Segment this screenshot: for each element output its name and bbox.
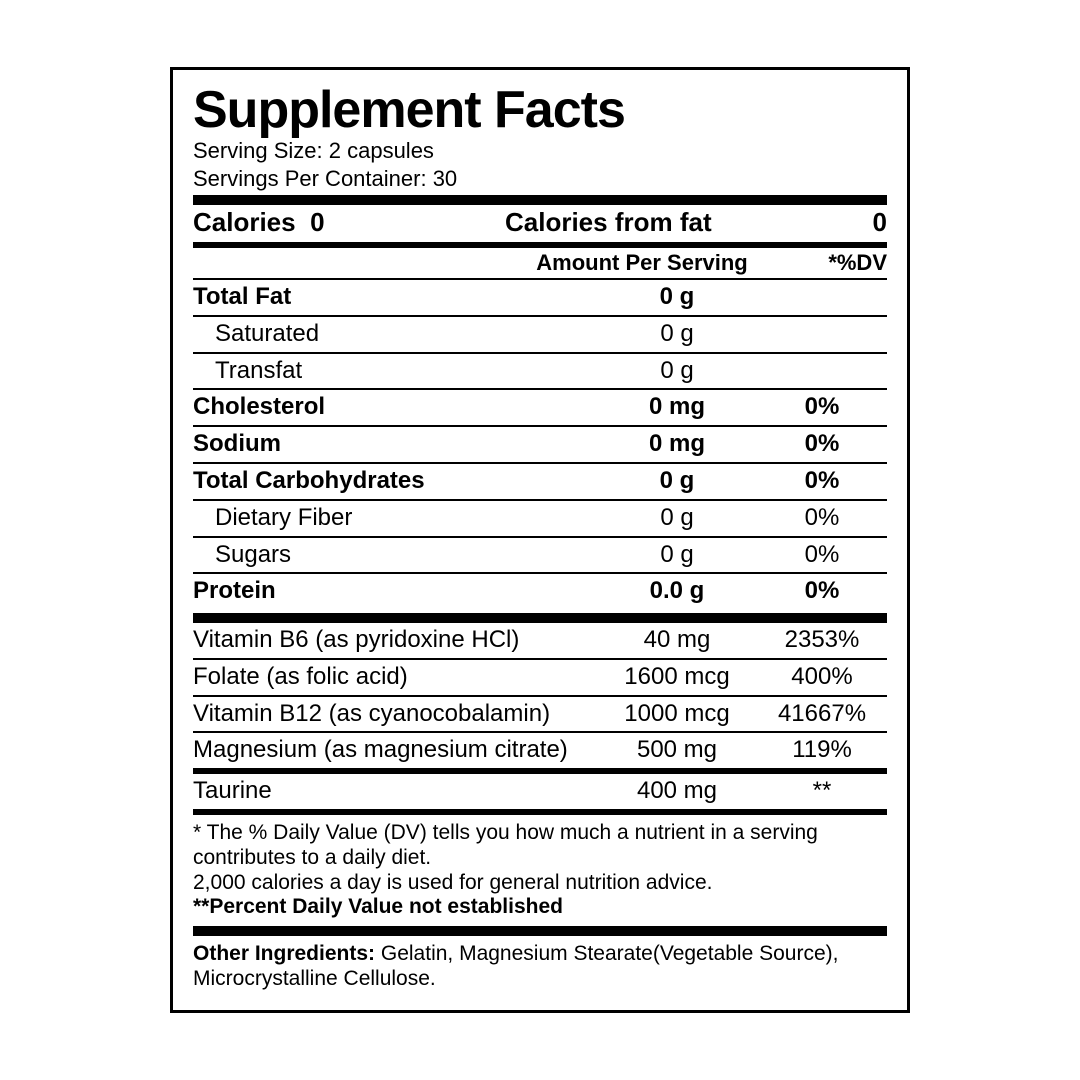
nutrient-row: Taurine400 mg** — [193, 774, 887, 809]
nutrient-amount: 1000 mcg — [597, 700, 757, 729]
calories-label: Calories — [193, 207, 296, 237]
nutrient-dv: 0% — [757, 504, 887, 533]
nutrient-name: Dietary Fiber — [193, 504, 597, 533]
nutrient-amount: 0 g — [597, 283, 757, 312]
nutrient-dv: 2353% — [757, 626, 887, 655]
nutrient-dv — [757, 283, 887, 312]
nutrient-amount: 0.0 g — [597, 577, 757, 606]
nutrient-dv: 0% — [757, 467, 887, 496]
nutrient-row: Total Fat0 g — [193, 278, 887, 315]
nutrient-dv: 41667% — [757, 700, 887, 729]
nutrient-row: Folate (as folic acid)1600 mcg400% — [193, 658, 887, 695]
nutrient-amount: 0 g — [597, 541, 757, 570]
nutrient-amount: 0 g — [597, 320, 757, 349]
nutrient-name: Cholesterol — [193, 393, 597, 422]
nutrient-row: Sodium0 mg0% — [193, 425, 887, 462]
header-amount: Amount Per Serving — [517, 250, 767, 276]
nutrient-amount: 0 g — [597, 504, 757, 533]
nutrient-name: Sodium — [193, 430, 597, 459]
nutrient-name: Total Fat — [193, 283, 597, 312]
rule — [193, 613, 887, 623]
nutrient-dv — [757, 320, 887, 349]
nutrient-row: Vitamin B6 (as pyridoxine HCl)40 mg2353% — [193, 623, 887, 658]
calories-row: Calories 0 Calories from fat 0 — [193, 205, 887, 242]
nutrient-dv: 0% — [757, 393, 887, 422]
nutrient-row: Saturated0 g — [193, 315, 887, 352]
serving-size-value: 2 capsules — [329, 138, 434, 163]
nutrient-amount: 0 g — [597, 357, 757, 386]
header-dv: *%DV — [767, 250, 887, 276]
serving-size-label: Serving Size: — [193, 138, 323, 163]
nutrient-name: Saturated — [193, 320, 597, 349]
calories-from-fat-label: Calories from fat — [505, 207, 817, 238]
supplement-facts-panel: Supplement Facts Serving Size: 2 capsule… — [170, 67, 910, 1012]
nutrient-dv: 0% — [757, 430, 887, 459]
nutrient-row: Sugars0 g0% — [193, 536, 887, 573]
nutrient-rows-vitamins: Vitamin B6 (as pyridoxine HCl)40 mg2353%… — [193, 623, 887, 768]
servings-per-label: Servings Per Container: — [193, 166, 427, 191]
nutrient-name: Sugars — [193, 541, 597, 570]
nutrient-amount: 1600 mcg — [597, 663, 757, 692]
nutrient-row: Magnesium (as magnesium citrate)500 mg11… — [193, 731, 887, 768]
nutrient-dv: 0% — [757, 541, 887, 570]
nutrient-dv: 400% — [757, 663, 887, 692]
footnotes: * The % Daily Value (DV) tells you how m… — [193, 821, 887, 920]
nutrient-row: Protein0.0 g0% — [193, 572, 887, 609]
nutrient-row: Vitamin B12 (as cyanocobalamin)1000 mcg4… — [193, 695, 887, 732]
nutrient-row: Cholesterol0 mg0% — [193, 388, 887, 425]
nutrient-name: Transfat — [193, 357, 597, 386]
panel-title: Supplement Facts — [193, 84, 887, 136]
nutrient-amount: 0 mg — [597, 393, 757, 422]
nutrient-dv: 0% — [757, 577, 887, 606]
nutrient-dv: 119% — [757, 736, 887, 765]
footnote-dv: * The % Daily Value (DV) tells you how m… — [193, 821, 887, 871]
nutrient-name: Magnesium (as magnesium citrate) — [193, 736, 597, 765]
calories-value: 0 — [310, 207, 324, 237]
nutrient-amount: 500 mg — [597, 736, 757, 765]
nutrient-name: Protein — [193, 577, 597, 606]
footnote-not-established: **Percent Daily Value not established — [193, 895, 887, 920]
nutrient-amount: 400 mg — [597, 777, 757, 806]
nutrient-name: Vitamin B6 (as pyridoxine HCl) — [193, 626, 597, 655]
nutrient-name: Total Carbohydrates — [193, 467, 597, 496]
rule — [193, 195, 887, 205]
nutrient-row: Transfat0 g — [193, 352, 887, 389]
serving-size: Serving Size: 2 capsules — [193, 138, 887, 163]
nutrient-row: Dietary Fiber0 g0% — [193, 499, 887, 536]
nutrient-name: Taurine — [193, 777, 597, 806]
nutrient-dv — [757, 357, 887, 386]
nutrient-row: Total Carbohydrates0 g0% — [193, 462, 887, 499]
nutrient-rows-extra: Taurine400 mg** — [193, 774, 887, 809]
nutrient-rows-main: Total Fat0 gSaturated0 gTransfat0 gChole… — [193, 278, 887, 609]
nutrient-amount: 0 mg — [597, 430, 757, 459]
nutrient-amount: 0 g — [597, 467, 757, 496]
nutrient-amount: 40 mg — [597, 626, 757, 655]
other-ingredients: Other Ingredients: Gelatin, Magnesium St… — [193, 942, 887, 992]
nutrient-name: Vitamin B12 (as cyanocobalamin) — [193, 700, 597, 729]
rule — [193, 926, 887, 936]
other-ingredients-label: Other Ingredients: — [193, 942, 375, 965]
footnote-calories: 2,000 calories a day is used for general… — [193, 871, 887, 896]
nutrient-dv: ** — [757, 777, 887, 806]
rule — [193, 809, 887, 815]
calories-from-fat-value: 0 — [817, 207, 887, 238]
nutrient-name: Folate (as folic acid) — [193, 663, 597, 692]
servings-per-container: Servings Per Container: 30 — [193, 166, 887, 191]
servings-per-value: 30 — [433, 166, 457, 191]
column-header-row: Amount Per Serving *%DV — [193, 248, 887, 278]
